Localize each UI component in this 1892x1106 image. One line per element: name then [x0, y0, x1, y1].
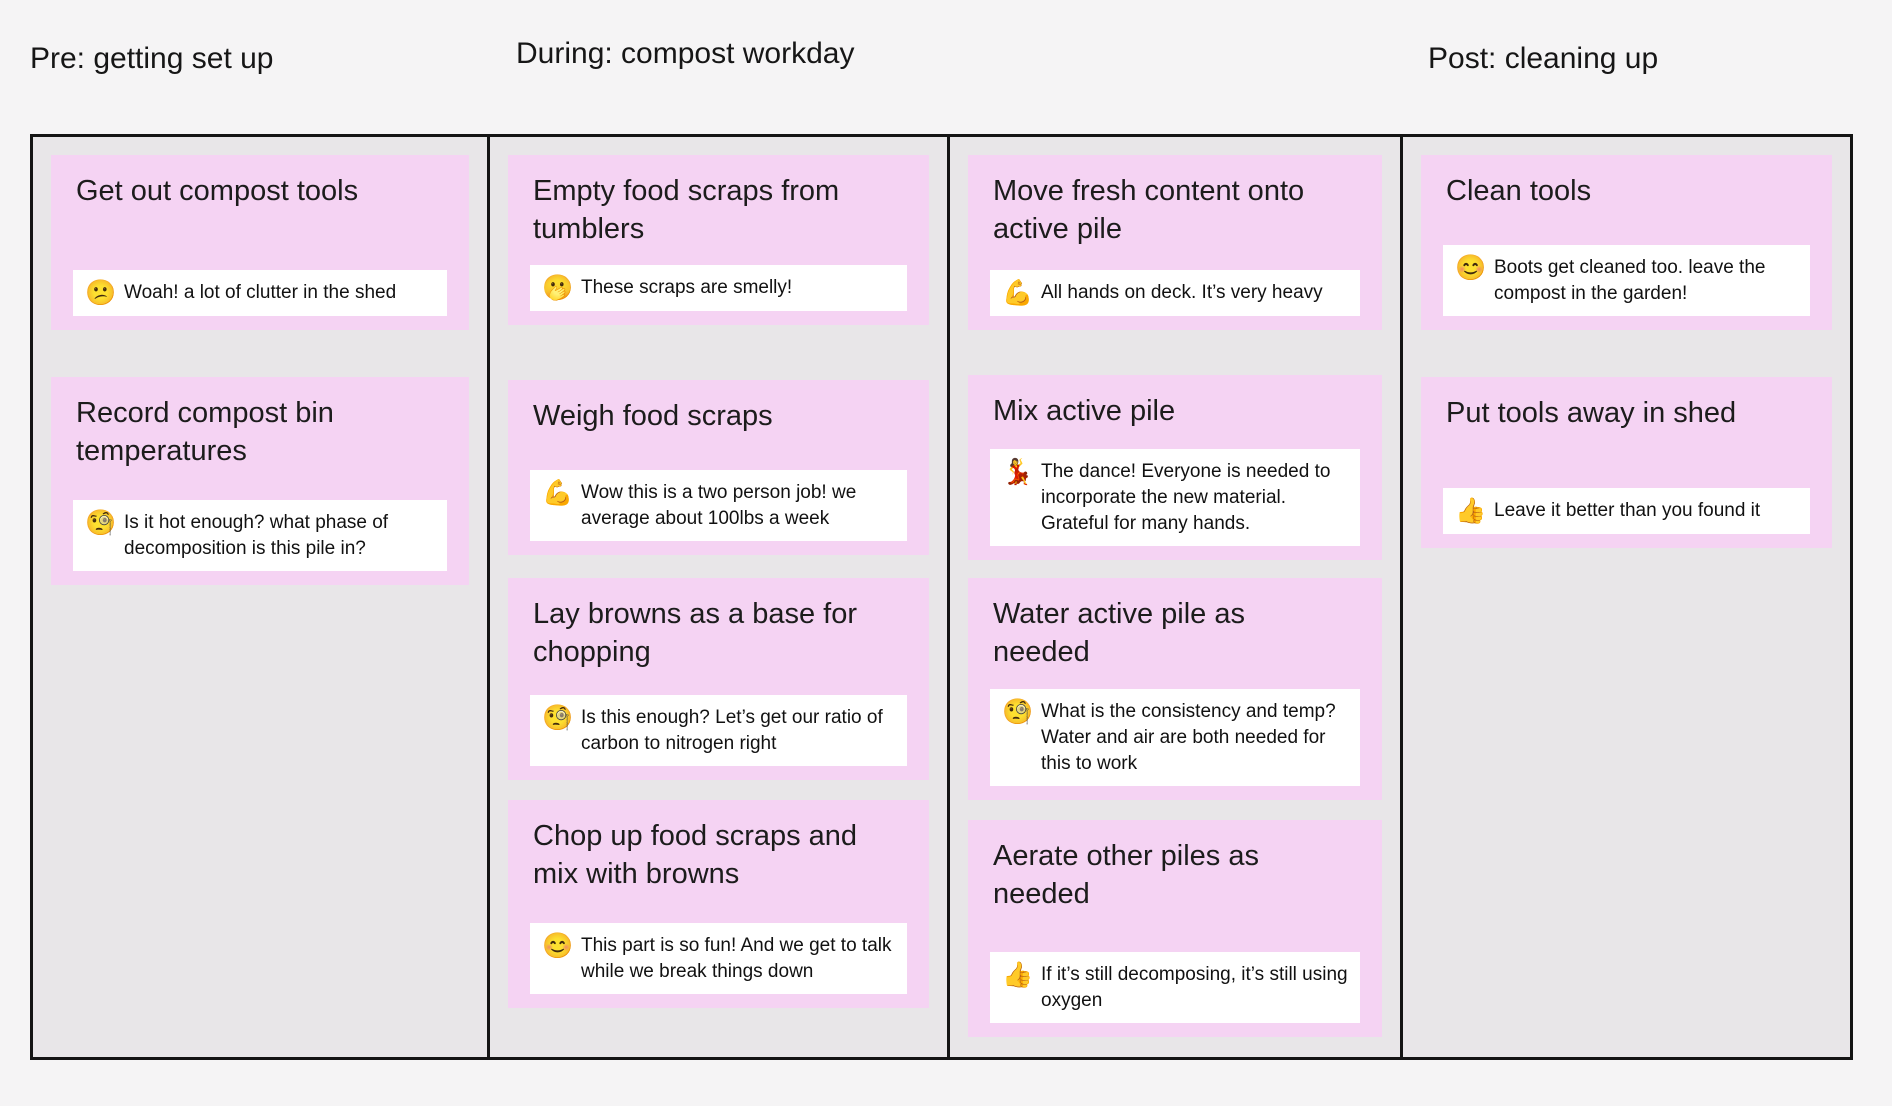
card-title: Aerate other piles as needed	[993, 840, 1259, 910]
thumbs-up-icon: 👍	[1455, 497, 1487, 525]
column-during-left: Empty food scraps from tumblers 🫢 These …	[487, 137, 947, 1057]
comment-text: All hands on deck. It’s very heavy	[1041, 282, 1323, 303]
card-title: Chop up food scraps and mix with browns	[533, 820, 858, 890]
smiling-face-icon: 😊	[1455, 254, 1487, 282]
comment-text: The dance! Everyone is needed to incorpo…	[1041, 461, 1331, 534]
comment-text: Is it hot enough? what phase of decompos…	[124, 512, 389, 559]
comment-chip[interactable]: 👍 If it’s still decomposing, it’s still …	[990, 952, 1360, 1023]
card-aerate-other-piles-as-needed[interactable]: Aerate other piles as needed 👍 If it’s s…	[968, 820, 1382, 1037]
column-post: Clean tools 😊 Boots get cleaned too. lea…	[1400, 137, 1850, 1057]
thumbs-up-icon: 👍	[1002, 961, 1034, 989]
card-move-fresh-content-onto-active-pile[interactable]: Move fresh content onto active pile 💪 Al…	[968, 155, 1382, 330]
card-title: Mix active pile	[993, 395, 1176, 427]
section-title-pre[interactable]: Pre: getting set up	[30, 42, 274, 75]
comment-chip[interactable]: 🧐 Is this enough? Let’s get our ratio of…	[530, 695, 907, 766]
card-mix-active-pile[interactable]: Mix active pile 💃 The dance! Everyone is…	[968, 375, 1382, 560]
flexed-biceps-icon: 💪	[1002, 279, 1034, 307]
comment-chip[interactable]: 😊 This part is so fun! And we get to tal…	[530, 923, 907, 994]
monocle-face-icon: 🧐	[85, 509, 117, 537]
comment-text: If it’s still decomposing, it’s still us…	[1041, 964, 1348, 1011]
comment-text: Is this enough? Let’s get our ratio of c…	[581, 707, 883, 754]
woman-dancing-icon: 💃	[1002, 458, 1034, 486]
section-title-during[interactable]: During: compost workday	[516, 37, 855, 70]
kanban-board-frame: Get out compost tools 😕 Woah! a lot of c…	[30, 134, 1853, 1060]
monocle-face-icon: 🧐	[1002, 698, 1034, 726]
card-title: Weigh food scraps	[533, 400, 773, 432]
comment-text: These scraps are smelly!	[581, 277, 793, 298]
card-chop-up-food-scraps-and-mix-with-browns[interactable]: Chop up food scraps and mix with browns …	[508, 800, 929, 1008]
card-title: Empty food scraps from tumblers	[533, 175, 840, 245]
card-title: Get out compost tools	[76, 175, 359, 207]
card-lay-browns-as-a-base-for-chopping[interactable]: Lay browns as a base for chopping 🧐 Is t…	[508, 578, 929, 780]
comment-text: What is the consistency and temp? Water …	[1041, 701, 1336, 774]
card-empty-food-scraps-from-tumblers[interactable]: Empty food scraps from tumblers 🫢 These …	[508, 155, 929, 325]
comment-chip[interactable]: 💪 All hands on deck. It’s very heavy	[990, 270, 1360, 316]
card-title: Put tools away in shed	[1446, 397, 1737, 429]
card-title: Move fresh content onto active pile	[993, 175, 1305, 245]
comment-text: This part is so fun! And we get to talk …	[581, 935, 892, 982]
monocle-face-icon: 🧐	[542, 704, 574, 732]
hand-over-mouth-face-icon: 🫢	[542, 274, 574, 302]
column-pre: Get out compost tools 😕 Woah! a lot of c…	[33, 137, 487, 1057]
card-put-tools-away-in-shed[interactable]: Put tools away in shed 👍 Leave it better…	[1421, 377, 1832, 548]
flexed-biceps-icon: 💪	[542, 479, 574, 507]
card-water-active-pile-as-needed[interactable]: Water active pile as needed 🧐 What is th…	[968, 578, 1382, 800]
comment-chip[interactable]: 👍 Leave it better than you found it	[1443, 488, 1810, 534]
comment-chip[interactable]: 😊 Boots get cleaned too. leave the compo…	[1443, 245, 1810, 316]
comment-text: Woah! a lot of clutter in the shed	[124, 282, 397, 303]
comment-text: Leave it better than you found it	[1494, 500, 1761, 521]
comment-text: Wow this is a two person job! we average…	[581, 482, 857, 529]
comment-chip[interactable]: 💪 Wow this is a two person job! we avera…	[530, 470, 907, 541]
comment-chip[interactable]: 🧐 Is it hot enough? what phase of decomp…	[73, 500, 447, 571]
confused-face-icon: 😕	[85, 279, 117, 307]
card-get-out-compost-tools[interactable]: Get out compost tools 😕 Woah! a lot of c…	[51, 155, 469, 330]
card-title: Record compost bin temperatures	[76, 397, 334, 467]
comment-chip[interactable]: 💃 The dance! Everyone is needed to incor…	[990, 449, 1360, 546]
comment-chip[interactable]: 🫢 These scraps are smelly!	[530, 265, 907, 311]
card-record-compost-bin-temperatures[interactable]: Record compost bin temperatures 🧐 Is it …	[51, 377, 469, 585]
card-weigh-food-scraps[interactable]: Weigh food scraps 💪 Wow this is a two pe…	[508, 380, 929, 555]
card-title: Lay browns as a base for chopping	[533, 598, 858, 668]
comment-text: Boots get cleaned too. leave the compost…	[1494, 257, 1766, 304]
card-title: Water active pile as needed	[993, 598, 1245, 668]
comment-chip[interactable]: 😕 Woah! a lot of clutter in the shed	[73, 270, 447, 316]
smiling-face-icon: 😊	[542, 932, 574, 960]
card-clean-tools[interactable]: Clean tools 😊 Boots get cleaned too. lea…	[1421, 155, 1832, 330]
section-title-post[interactable]: Post: cleaning up	[1428, 42, 1659, 75]
column-during-right: Move fresh content onto active pile 💪 Al…	[947, 137, 1400, 1057]
comment-chip[interactable]: 🧐 What is the consistency and temp? Wate…	[990, 689, 1360, 786]
card-title: Clean tools	[1446, 175, 1592, 207]
